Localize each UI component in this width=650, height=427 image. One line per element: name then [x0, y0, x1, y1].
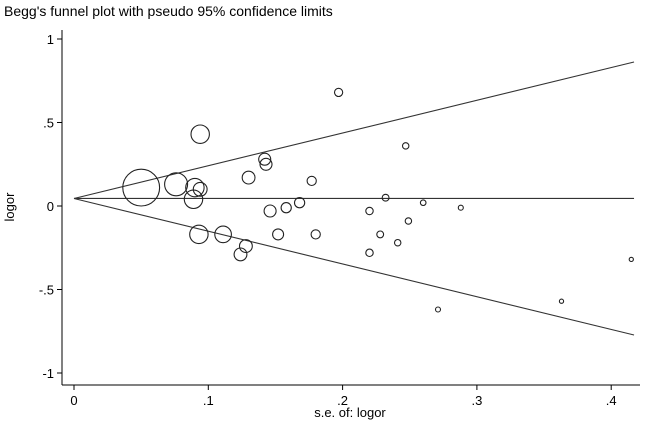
- study-point: [183, 189, 204, 210]
- study-point: [393, 238, 402, 247]
- study-point: [293, 197, 306, 209]
- study-point: [280, 202, 292, 214]
- study-point: [214, 225, 232, 244]
- study-point: [233, 247, 248, 262]
- y-tick-label: 1: [47, 32, 54, 47]
- study-point: [190, 124, 210, 144]
- study-point: [365, 206, 374, 216]
- study-point: [365, 248, 374, 258]
- study-point: [272, 228, 285, 241]
- lower-confidence-limit: [73, 197, 635, 336]
- study-point: [241, 170, 256, 185]
- axis-ticks: 0 .1 .2 .3 .4 1 .5 0 -.5 -1: [39, 32, 617, 408]
- study-point: [164, 172, 189, 197]
- study-point: [189, 224, 209, 245]
- chart-title: Begg's funnel plot with pseudo 95% confi…: [4, 3, 333, 19]
- study-point: [434, 306, 442, 313]
- y-tick-label: 0: [47, 199, 54, 214]
- study-point: [333, 87, 344, 98]
- y-tick-label: -.5: [39, 283, 54, 298]
- study-point: [185, 177, 205, 198]
- study-point: [419, 199, 427, 207]
- study-point: [259, 157, 273, 171]
- study-point: [122, 168, 161, 207]
- upper-confidence-limit: [73, 61, 635, 200]
- study-point: [306, 175, 317, 187]
- x-tick-label: .4: [606, 393, 617, 408]
- study-point: [401, 142, 410, 150]
- study-point: [310, 229, 321, 240]
- study-point: [258, 152, 272, 166]
- study-point: [381, 193, 390, 202]
- y-tick-label: -1: [42, 366, 54, 381]
- study-point: [457, 204, 464, 211]
- plot-area: 0 .1 .2 .3 .4 1 .5 0 -.5 -1: [39, 30, 640, 408]
- x-tick-label: .3: [471, 393, 482, 408]
- study-point: [263, 204, 277, 218]
- x-tick-label: .2: [337, 393, 348, 408]
- x-tick-label: .1: [203, 393, 214, 408]
- x-tick-label: 0: [70, 393, 77, 408]
- study-point: [558, 298, 565, 304]
- y-tick-label: .5: [43, 116, 54, 131]
- x-axis-label: s.e. of: logor: [314, 405, 386, 420]
- study-point: [376, 230, 385, 239]
- study-point: [628, 256, 634, 263]
- study-points: [122, 87, 634, 313]
- study-point: [238, 239, 253, 254]
- study-point: [192, 181, 208, 197]
- study-point: [404, 217, 413, 225]
- y-axis-label: logor: [2, 192, 17, 222]
- reference-lines: [73, 61, 635, 336]
